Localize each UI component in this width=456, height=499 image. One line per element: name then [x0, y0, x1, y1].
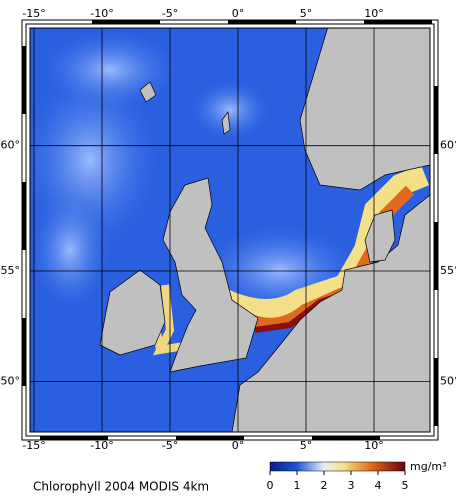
lon-label-top: -5° — [162, 7, 178, 20]
lat-label-left: 50° — [1, 375, 21, 388]
colorbar-tick-label: 3 — [348, 479, 355, 492]
ireland — [99, 269, 166, 356]
scandinavia — [299, 28, 430, 191]
open-ocean-patch — [40, 30, 180, 110]
caption: Chlorophyll 2004 MODIS 4km — [33, 480, 209, 494]
faroe-islands — [139, 81, 157, 103]
frame-band — [21, 19, 439, 441]
lat-label-left: 60° — [1, 139, 21, 152]
map-border — [29, 27, 431, 433]
colorbar-tick-label: 2 — [321, 479, 328, 492]
denmark — [364, 209, 396, 263]
colorbar-unit: mg/m³ — [410, 460, 447, 473]
open-ocean-patch — [30, 190, 110, 310]
colorbar — [269, 461, 406, 472]
lon-label-top: 5° — [300, 7, 313, 20]
colorbar-tick-label: 5 — [402, 479, 409, 492]
lat-label-right: 50° — [440, 375, 456, 388]
colorbar-tick-label: 1 — [294, 479, 301, 492]
lat-label-right: 60° — [440, 139, 456, 152]
lon-label-top: 0° — [232, 7, 245, 20]
lon-label-bottom: -5° — [162, 439, 178, 452]
lon-label-bottom: -15° — [22, 439, 45, 452]
colorbar-tick-label: 0 — [267, 479, 274, 492]
lon-label-bottom: -10° — [90, 439, 113, 452]
great-britain — [162, 177, 259, 373]
colorbar-tick-label: 4 — [375, 479, 382, 492]
lat-label-left: 55° — [1, 264, 21, 277]
shetland — [221, 111, 231, 135]
lon-label-bottom: 10° — [364, 439, 384, 452]
lon-label-bottom: 0° — [232, 439, 245, 452]
map-area — [30, 28, 430, 432]
lon-label-top: -15° — [22, 7, 45, 20]
lon-label-top: -10° — [90, 7, 113, 20]
lon-label-bottom: 5° — [300, 439, 313, 452]
lat-label-right: 55° — [440, 264, 456, 277]
continent — [231, 194, 430, 432]
lon-label-top: 10° — [364, 7, 384, 20]
open-ocean-patch — [190, 80, 270, 140]
